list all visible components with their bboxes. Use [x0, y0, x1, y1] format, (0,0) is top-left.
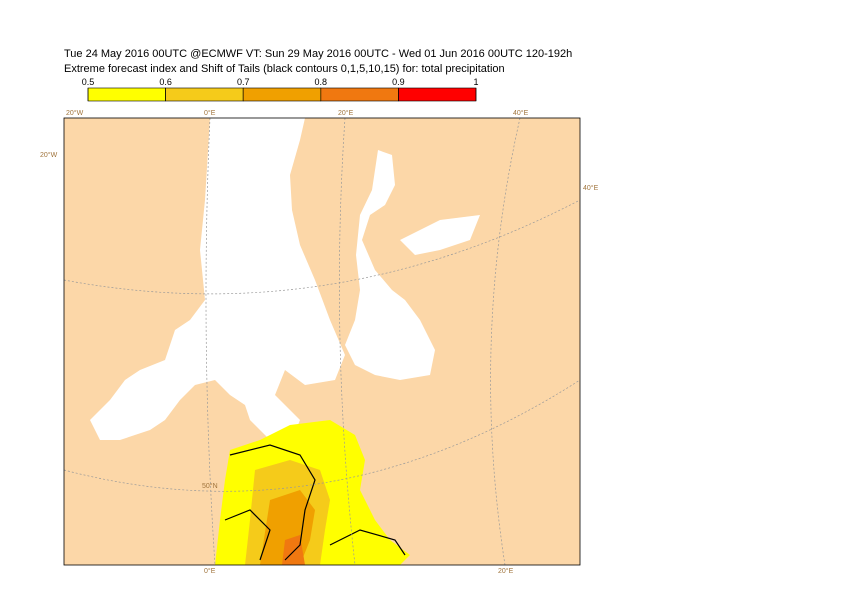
shift-of-tails-contour: [224, 444, 406, 561]
graticule-label: 20°W: [66, 109, 84, 117]
colorbar-tick-label: 1: [473, 77, 478, 87]
sea: [345, 150, 435, 380]
colorbar-tick-label: 0.9: [392, 77, 405, 87]
colorbar-segment: [242, 87, 322, 102]
colorbar: 0.5 0.6 0.7 0.8 0.9 1: [82, 77, 479, 102]
graticule-label: 20°E: [498, 567, 514, 575]
graticule-label: 20°E: [338, 109, 354, 117]
graticule-label: 0°E: [204, 109, 216, 117]
title-line: Tue 24 May 2016 00UTC @ECMWF VT: Sun 29 …: [64, 48, 572, 60]
map-frame: [63, 117, 581, 566]
colorbar-segment: [320, 87, 399, 102]
colorbar-tick-label: 0.8: [315, 77, 328, 87]
subtitle-line: Extreme forecast index and Shift of Tail…: [64, 63, 505, 75]
colorbar-tick-label: 0.5: [82, 77, 95, 87]
graticule: [64, 118, 580, 565]
graticule-label: 40°E: [513, 109, 529, 117]
colorbar-tick-label: 0.6: [159, 77, 172, 87]
sea: [90, 118, 345, 445]
colorbar-segment: [165, 87, 244, 102]
graticule-label: 20°W: [40, 151, 58, 159]
colorbar-tick-label: 0.7: [237, 77, 250, 87]
map-area: [64, 118, 580, 565]
colorbar-segment: [87, 87, 166, 102]
colorbar-segment: [398, 87, 477, 102]
graticule-label: 40°E: [583, 184, 599, 192]
graticule-label: 50°N: [202, 482, 218, 490]
graticule-label: 0°E: [204, 567, 216, 575]
sea: [400, 215, 480, 255]
